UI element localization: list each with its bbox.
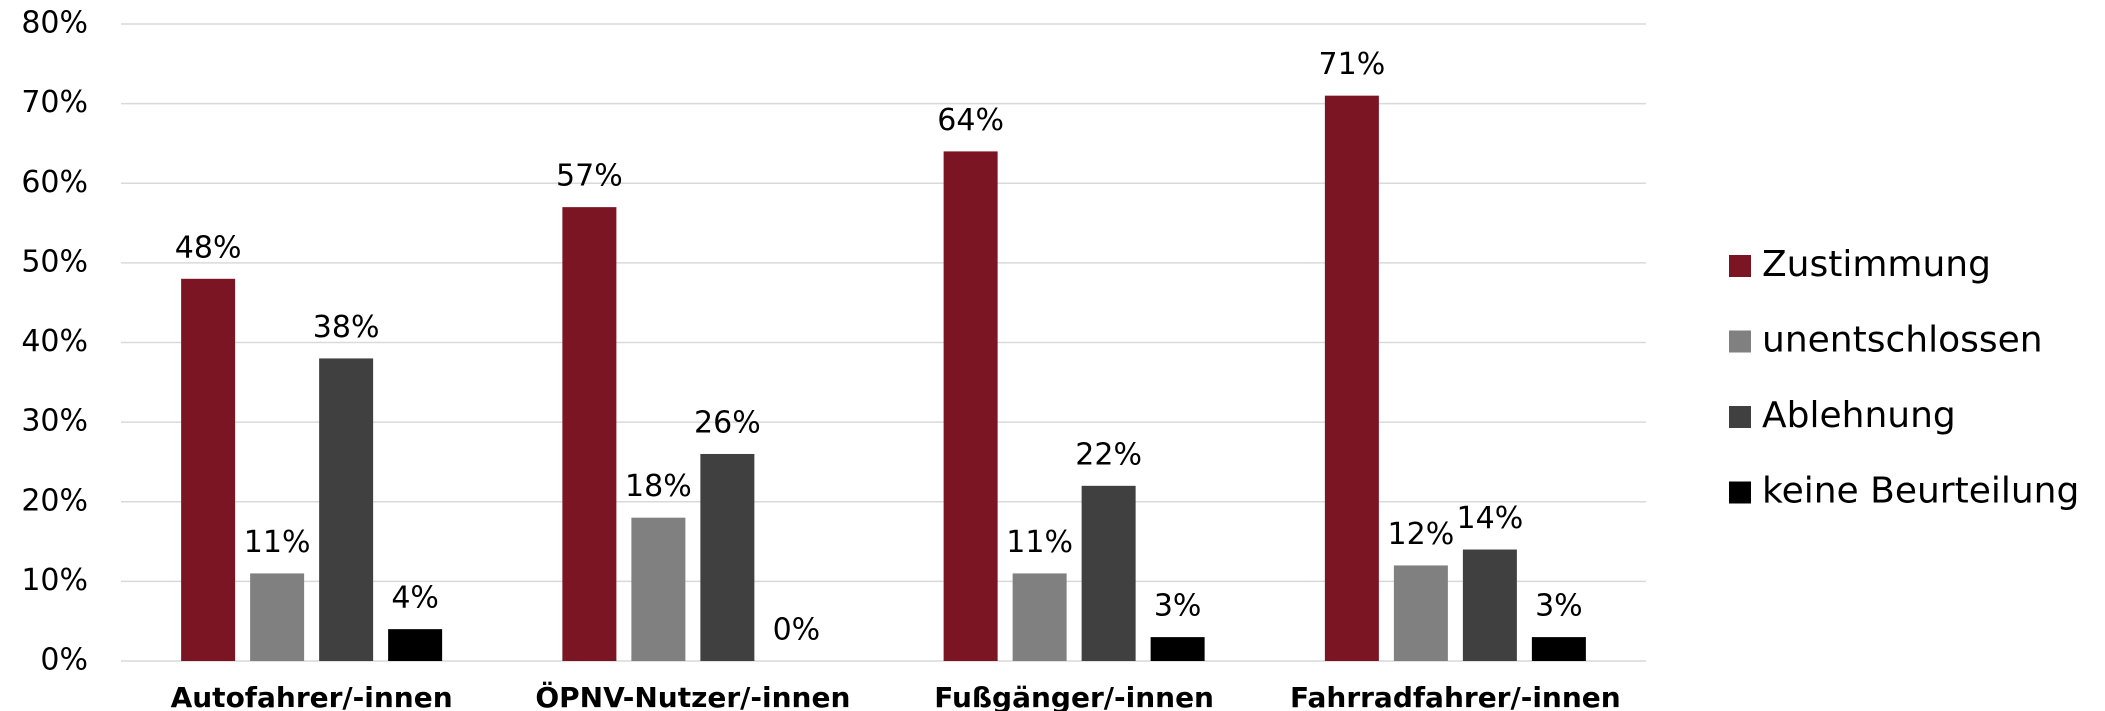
legend-label: unentschlossen (1762, 320, 2043, 361)
bar (1150, 637, 1205, 661)
y-tick-label: 50% (21, 244, 88, 279)
value-label: 26% (694, 405, 761, 440)
bar (1012, 573, 1067, 661)
legend-label: Zustimmung (1762, 244, 1991, 285)
value-label: 38% (313, 310, 380, 345)
bar (1462, 549, 1517, 661)
value-label: 48% (175, 230, 242, 265)
bar (1393, 565, 1448, 661)
bar (700, 453, 755, 661)
x-tick-label: Autofahrer/-innen (171, 681, 453, 711)
bar (181, 278, 236, 661)
legend-label: Ablehnung (1762, 395, 1956, 436)
value-label: 4% (391, 581, 439, 616)
bar (250, 573, 305, 661)
y-tick-label: 40% (21, 324, 88, 359)
bar (1531, 637, 1586, 661)
bar (631, 517, 686, 661)
value-label: 71% (1319, 47, 1386, 82)
y-tick-label: 80% (21, 6, 88, 41)
legend-swatch (1729, 330, 1751, 353)
bar (319, 358, 374, 661)
legend-swatch (1729, 481, 1751, 504)
y-tick-label: 0% (40, 643, 88, 678)
legend-label: keine Beurteilung (1762, 471, 2079, 512)
value-label: 3% (1154, 589, 1202, 624)
bar (1081, 485, 1136, 661)
bar (943, 151, 998, 661)
x-tick-label: Fußgänger/-innen (934, 681, 1214, 711)
bar (1324, 95, 1379, 662)
value-label: 18% (625, 469, 692, 504)
y-tick-label: 10% (21, 563, 88, 598)
value-label: 22% (1075, 437, 1142, 472)
y-tick-label: 30% (21, 404, 88, 439)
value-label: 3% (1535, 589, 1583, 624)
y-tick-label: 20% (21, 483, 88, 518)
y-tick-label: 70% (21, 85, 88, 120)
value-label: 11% (1006, 525, 1073, 560)
value-label: 64% (937, 103, 1004, 138)
value-label: 12% (1388, 517, 1455, 552)
value-label: 57% (556, 159, 623, 194)
y-tick-label: 60% (21, 165, 88, 200)
bar (388, 629, 443, 661)
value-label: 11% (244, 525, 311, 560)
legend-swatch (1729, 255, 1751, 277)
x-tick-label: Fahrradfahrer/-innen (1290, 681, 1621, 711)
value-label: 0% (773, 613, 821, 648)
x-tick-label: ÖPNV-Nutzer/-innen (535, 680, 850, 711)
value-label: 14% (1457, 501, 1524, 536)
legend-swatch (1729, 406, 1751, 428)
bar (562, 207, 617, 661)
